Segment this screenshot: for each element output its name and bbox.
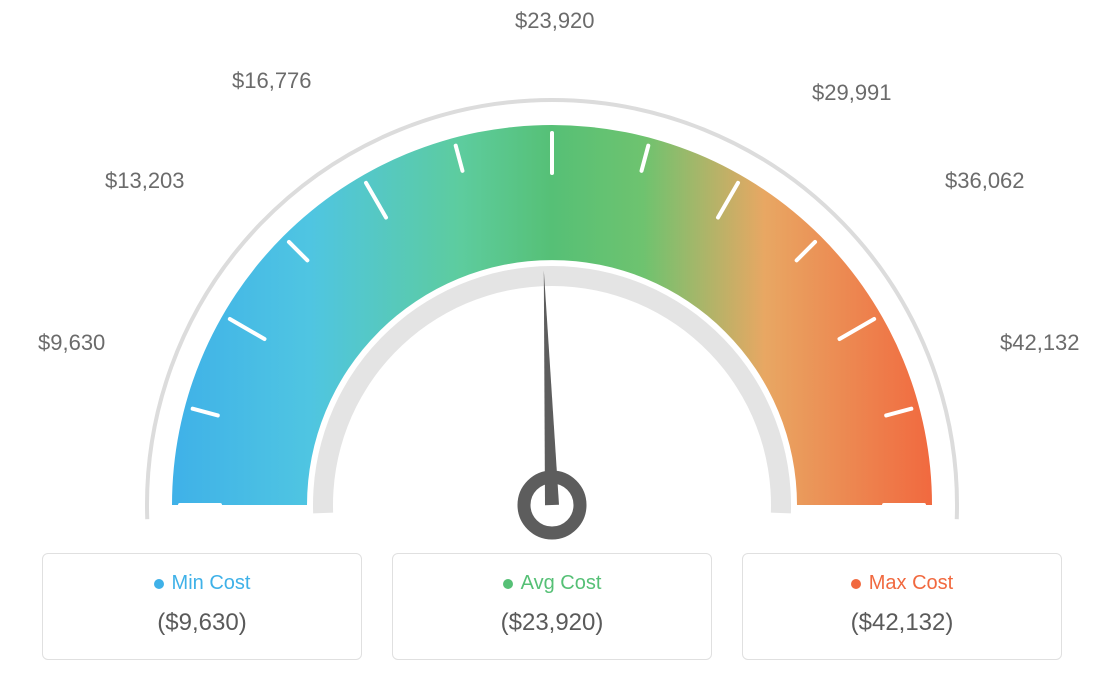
scale-label-4: $29,991	[812, 80, 892, 106]
legend-dot-min	[154, 579, 164, 589]
gauge-area: $9,630 $13,203 $16,776 $23,920 $29,991 $36,06…	[0, 0, 1104, 530]
legend-title-avg: Avg Cost	[521, 572, 602, 595]
scale-label-3: $23,920	[515, 8, 595, 34]
scale-label-6: $42,132	[1000, 330, 1080, 356]
scale-label-2: $16,776	[232, 68, 312, 94]
legend-title-row-avg: Avg Cost	[403, 572, 701, 595]
scale-label-1: $13,203	[105, 168, 185, 194]
legend-value-max: ($42,132)	[753, 609, 1051, 637]
legend-dot-max	[851, 579, 861, 589]
scale-label-5: $36,062	[945, 168, 1025, 194]
legend-card-avg: Avg Cost ($23,920)	[392, 553, 712, 660]
legend-title-max: Max Cost	[869, 572, 953, 595]
legend-dot-avg	[503, 579, 513, 589]
legend-title-row-max: Max Cost	[753, 572, 1051, 595]
legend-value-avg: ($23,920)	[403, 609, 701, 637]
legend-card-min: Min Cost ($9,630)	[42, 553, 362, 660]
legend-title-min: Min Cost	[172, 572, 251, 595]
legend-row: Min Cost ($9,630) Avg Cost ($23,920) Max…	[0, 553, 1104, 660]
legend-card-max: Max Cost ($42,132)	[742, 553, 1062, 660]
legend-value-min: ($9,630)	[53, 609, 351, 637]
cost-gauge-container: $9,630 $13,203 $16,776 $23,920 $29,991 $36,06…	[0, 0, 1104, 690]
scale-label-0: $9,630	[38, 330, 105, 356]
legend-title-row-min: Min Cost	[53, 572, 351, 595]
